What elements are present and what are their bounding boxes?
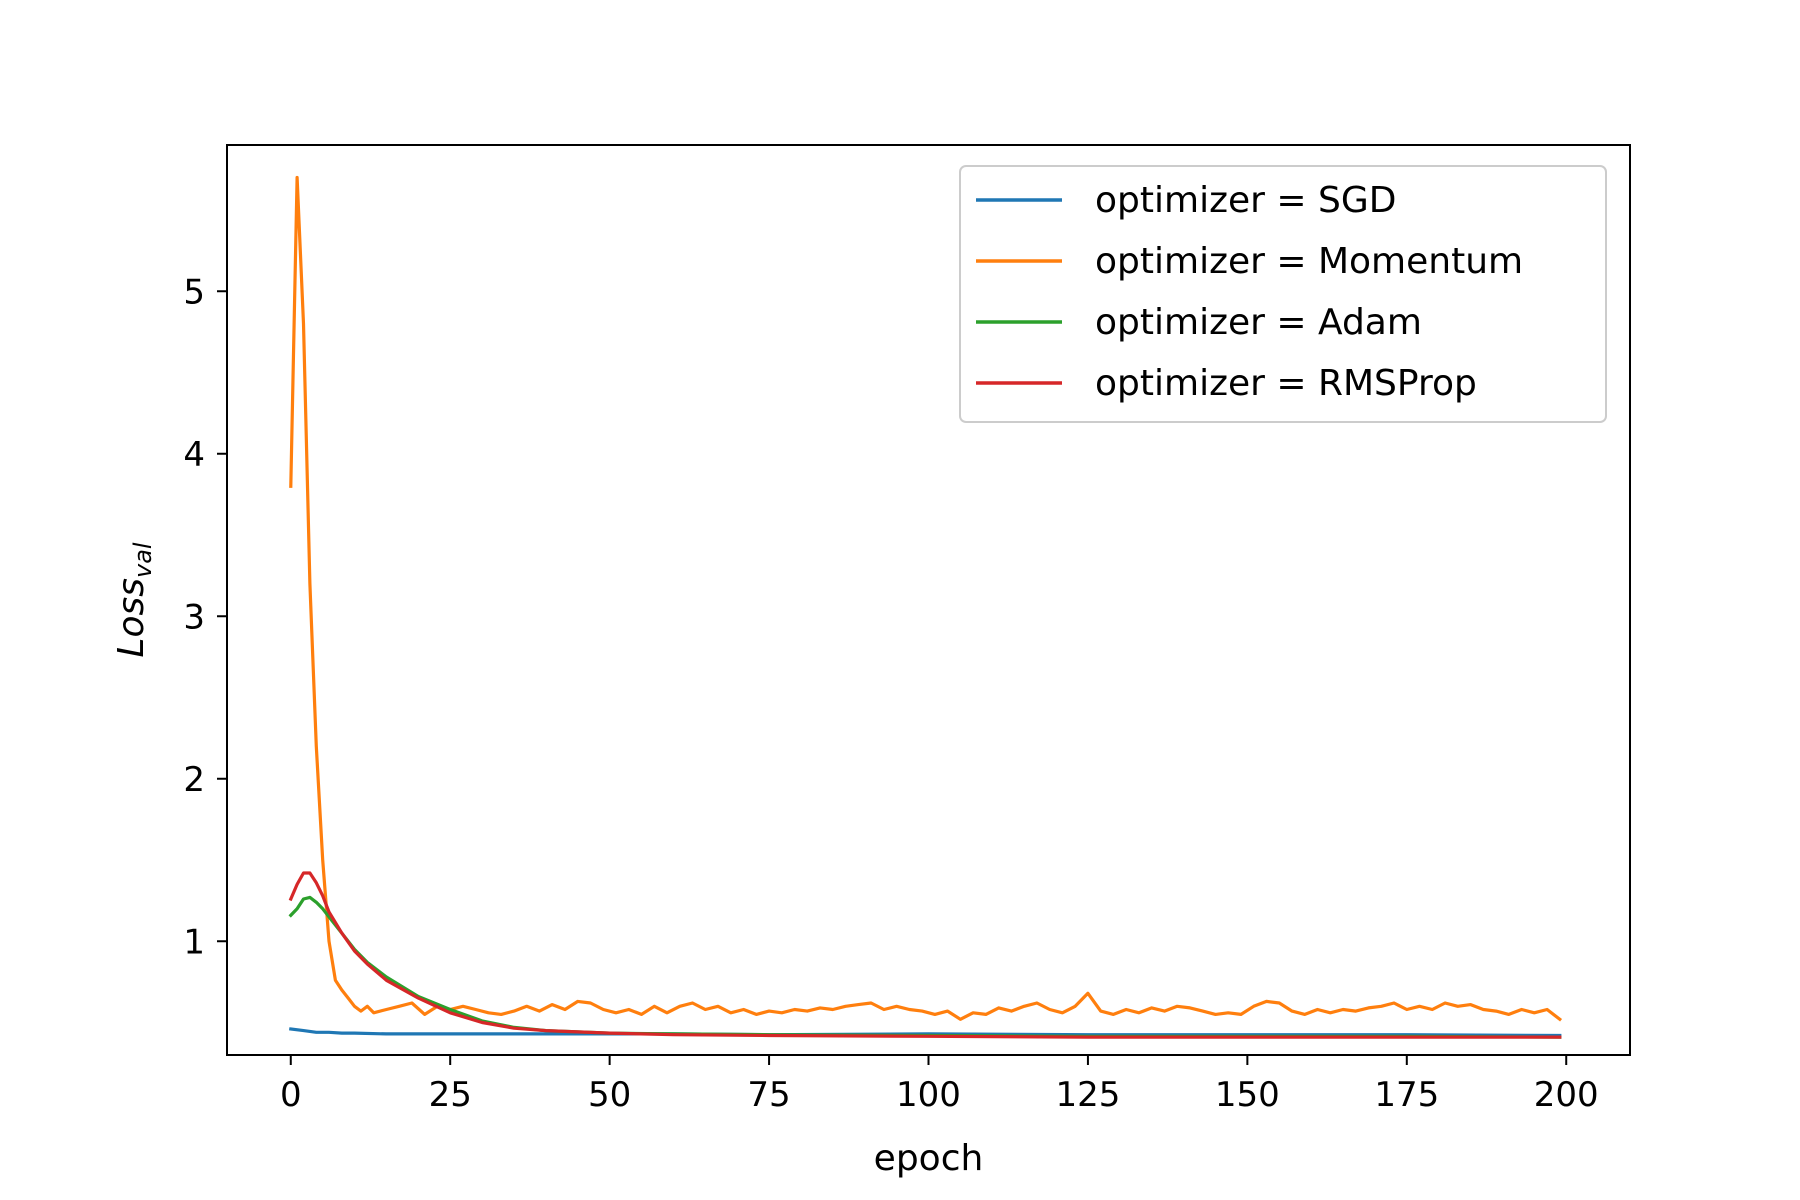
y-axis: 1 2 3 4 5 xyxy=(183,272,227,962)
series-line-0 xyxy=(289,1027,1562,1038)
legend-label-0: optimizer = SGD xyxy=(1095,180,1396,221)
x-tick-label: 0 xyxy=(280,1075,302,1115)
x-tick-label: 125 xyxy=(1055,1075,1120,1115)
x-tick-label: 150 xyxy=(1215,1075,1280,1115)
x-tick-label: 200 xyxy=(1534,1075,1599,1115)
legend-box xyxy=(959,165,1607,423)
x-tick-label: 50 xyxy=(588,1075,631,1115)
y-axis-label-sub: val xyxy=(129,542,157,578)
y-tick-label: 5 xyxy=(183,272,205,312)
y-tick-label: 4 xyxy=(183,435,205,475)
x-tick-label: 175 xyxy=(1374,1075,1439,1115)
y-tick-label: 3 xyxy=(183,597,205,637)
legend: optimizer = SGD optimizer = Momentum optim… xyxy=(959,165,1607,423)
x-tick-label: 25 xyxy=(429,1075,472,1115)
y-axis-label: Lossval xyxy=(111,542,157,658)
legend-label-1: optimizer = Momentum xyxy=(1095,241,1523,282)
plot-lines xyxy=(288,175,1563,1039)
legend-label-3: optimizer = RMSProp xyxy=(1095,363,1477,404)
x-tick-label: 75 xyxy=(747,1075,790,1115)
y-axis-label-main: Loss xyxy=(111,578,152,658)
y-tick-label: 2 xyxy=(183,760,205,800)
series-line-3 xyxy=(288,871,1562,1039)
y-tick-label: 1 xyxy=(183,922,205,962)
x-tick-label: 100 xyxy=(896,1075,961,1115)
series-line-2 xyxy=(288,895,1562,1039)
x-axis: 0 25 50 75 100 125 150 175 200 xyxy=(280,1055,1599,1115)
x-axis-label: epoch xyxy=(874,1138,984,1179)
series-line-1 xyxy=(289,175,1563,1022)
legend-label-2: optimizer = Adam xyxy=(1095,302,1422,343)
